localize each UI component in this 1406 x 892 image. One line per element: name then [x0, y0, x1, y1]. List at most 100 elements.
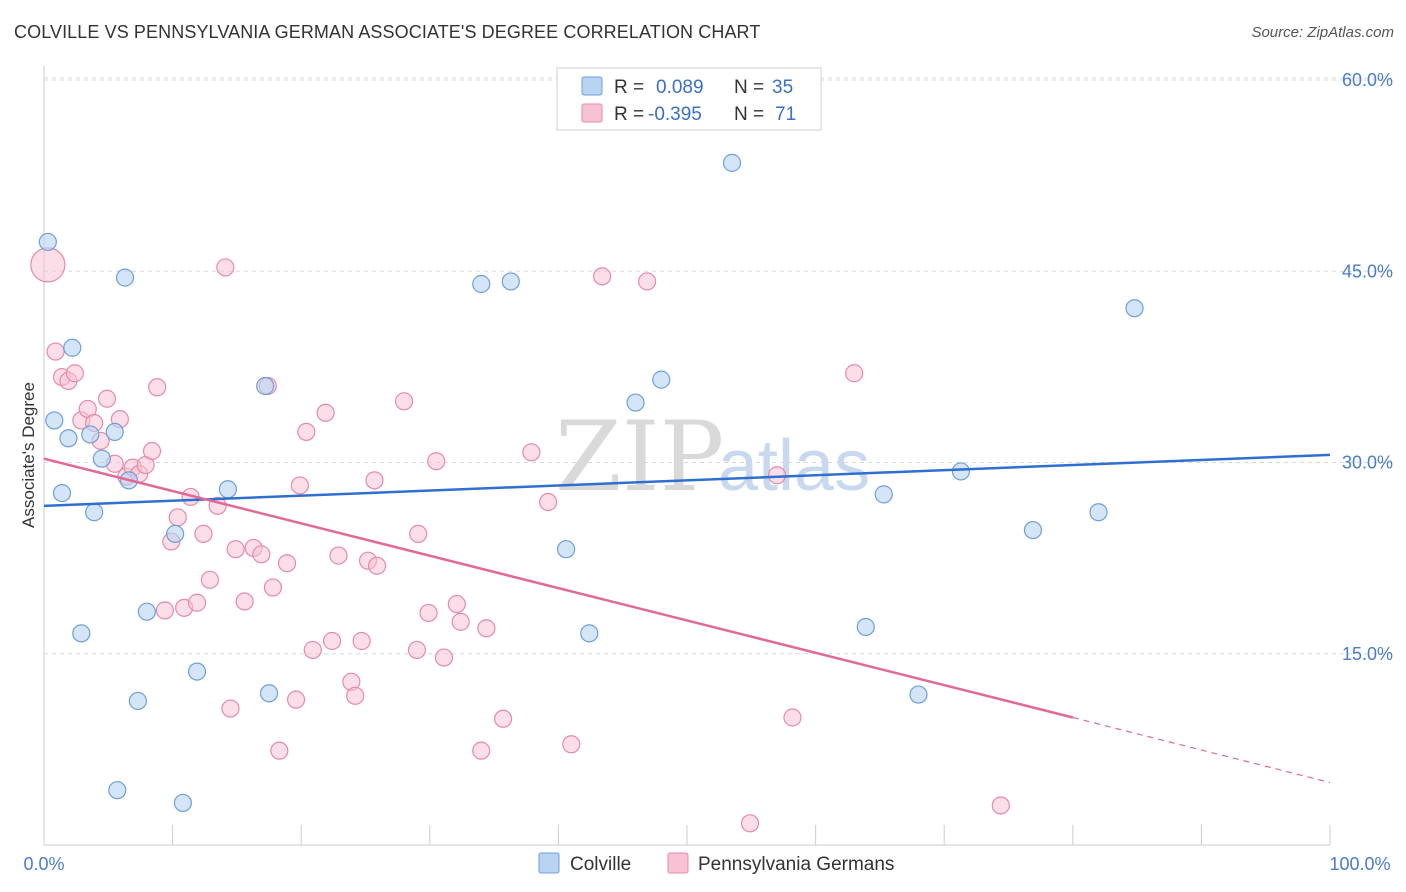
legend-r-label-2: R = — [614, 104, 644, 125]
point-pennsylvania-germans — [451, 612, 470, 631]
y-tick-label-30: 30.0% — [1342, 453, 1393, 473]
point-pennsylvania-germans — [394, 392, 414, 411]
point-colville — [187, 662, 207, 681]
trend-line-colville — [43, 453, 1331, 508]
point-pennsylvania-germans — [329, 546, 348, 565]
point-pennsylvania-germans — [991, 796, 1010, 815]
chart-title: COLVILLE VS PENNSYLVANIA GERMAN ASSOCIAT… — [14, 22, 761, 42]
point-pennsylvania-germans — [252, 545, 271, 564]
point-pennsylvania-germans — [65, 364, 84, 383]
point-pennsylvania-germans — [638, 272, 657, 291]
point-pennsylvania-germans — [407, 640, 427, 660]
grid-lines — [44, 77, 1392, 655]
bottom-legend-swatch-colville — [538, 852, 560, 874]
point-colville — [580, 624, 599, 643]
correlation-legend: R = 0.089 N = 35 R = -0.395 N = 71 — [556, 67, 822, 131]
trend-lines — [43, 453, 1331, 784]
legend-swatch-colville — [581, 76, 603, 96]
y-tick-label-60: 60.0% — [1342, 70, 1393, 90]
point-pennsylvania-germans — [286, 690, 306, 709]
point-colville — [1089, 503, 1108, 522]
point-colville — [1125, 299, 1144, 318]
point-colville — [951, 462, 971, 481]
bottom-legend-pennsylvania-germans: Pennsylvania Germans — [698, 854, 894, 875]
point-pennsylvania-germans — [322, 631, 342, 651]
watermark-atlas: atlas — [718, 426, 870, 506]
point-pennsylvania-germans — [783, 708, 802, 727]
point-colville — [59, 429, 78, 448]
point-pennsylvania-germans — [352, 631, 371, 651]
point-colville — [81, 425, 100, 444]
point-colville — [874, 485, 893, 504]
legend-r-value-1: 0.089 — [656, 77, 704, 98]
point-pennsylvania-germans — [409, 524, 428, 544]
point-pennsylvania-germans — [148, 378, 167, 397]
point-pennsylvania-germans — [316, 403, 335, 422]
point-colville — [72, 624, 91, 643]
point-colville — [105, 422, 124, 441]
point-pennsylvania-germans — [427, 452, 446, 471]
point-colville — [218, 480, 237, 499]
axes — [43, 66, 1331, 846]
point-colville — [38, 232, 57, 252]
point-colville — [722, 153, 742, 172]
y-tick-label-45: 45.0% — [1342, 261, 1393, 281]
point-pennsylvania-germans — [221, 699, 240, 718]
legend-n-value-1: 35 — [772, 77, 793, 98]
point-pennsylvania-germans — [346, 686, 365, 705]
point-pennsylvania-germans — [477, 619, 496, 638]
point-colville — [63, 338, 82, 357]
series-legend: Colville Pennsylvania Germans — [538, 852, 894, 875]
point-pennsylvania-germans — [226, 540, 245, 559]
point-pennsylvania-germans — [472, 741, 491, 760]
point-colville — [137, 602, 156, 621]
point-colville — [501, 272, 520, 291]
legend-swatch-pennsylvania-germans — [581, 103, 603, 123]
point-pennsylvania-germans — [235, 592, 254, 611]
point-colville — [92, 449, 111, 468]
series-colville-points — [38, 153, 1144, 813]
point-pennsylvania-germans — [419, 603, 438, 623]
point-pennsylvania-germans — [168, 508, 187, 527]
point-colville — [52, 484, 72, 503]
point-pennsylvania-germans — [740, 814, 760, 833]
point-colville — [256, 376, 275, 396]
point-colville — [85, 503, 104, 522]
x-tick-label-min: 0.0% — [23, 854, 64, 874]
legend-n-value-2: 71 — [775, 104, 796, 125]
point-pennsylvania-germans — [277, 554, 297, 573]
point-colville — [1023, 520, 1043, 540]
point-pennsylvania-germans — [434, 648, 454, 667]
point-pennsylvania-germans — [365, 471, 384, 490]
y-tick-label-15: 15.0% — [1342, 644, 1393, 664]
point-pennsylvania-germans — [593, 267, 612, 286]
point-pennsylvania-germans — [447, 594, 466, 614]
point-colville — [115, 268, 135, 287]
point-colville — [472, 274, 491, 294]
point-pennsylvania-germans — [539, 492, 558, 512]
point-pennsylvania-germans — [187, 593, 207, 612]
legend-n-label-2: N = — [734, 104, 764, 125]
y-axis-label: Associate's Degree — [19, 382, 38, 528]
legend-r-label-1: R = — [614, 77, 644, 98]
point-colville — [108, 781, 127, 800]
point-colville — [652, 370, 671, 389]
point-colville — [856, 617, 875, 637]
legend-n-label-1: N = — [734, 77, 764, 98]
point-pennsylvania-germans — [200, 570, 219, 589]
point-colville — [128, 691, 147, 711]
point-colville — [45, 411, 64, 430]
watermark: ZIP atlas — [555, 401, 870, 513]
point-pennsylvania-germans — [494, 709, 513, 728]
point-pennsylvania-germans — [46, 342, 65, 361]
point-pennsylvania-germans — [30, 247, 66, 283]
point-pennsylvania-germans — [290, 476, 310, 495]
point-pennsylvania-germans — [767, 466, 787, 485]
y-tick-labels: 15.0% 30.0% 45.0% 60.0% — [1342, 70, 1393, 664]
point-pennsylvania-germans — [303, 640, 322, 660]
source-label: Source: ZipAtlas.com — [1251, 24, 1394, 41]
trend-line-pennsylvania-germans — [43, 457, 1074, 719]
legend-r-value-2: -0.395 — [648, 104, 702, 125]
point-pennsylvania-germans — [263, 578, 283, 597]
